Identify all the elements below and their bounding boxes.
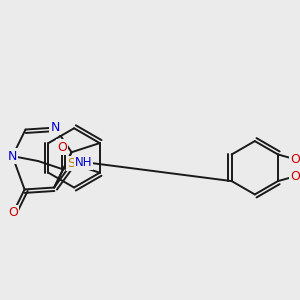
Text: O: O xyxy=(8,206,18,219)
Text: O: O xyxy=(57,141,67,154)
Text: NH: NH xyxy=(75,155,92,169)
Text: O: O xyxy=(291,170,300,183)
Text: N: N xyxy=(50,121,60,134)
Text: N: N xyxy=(8,150,17,163)
Text: S: S xyxy=(68,157,76,170)
Text: O: O xyxy=(291,153,300,166)
